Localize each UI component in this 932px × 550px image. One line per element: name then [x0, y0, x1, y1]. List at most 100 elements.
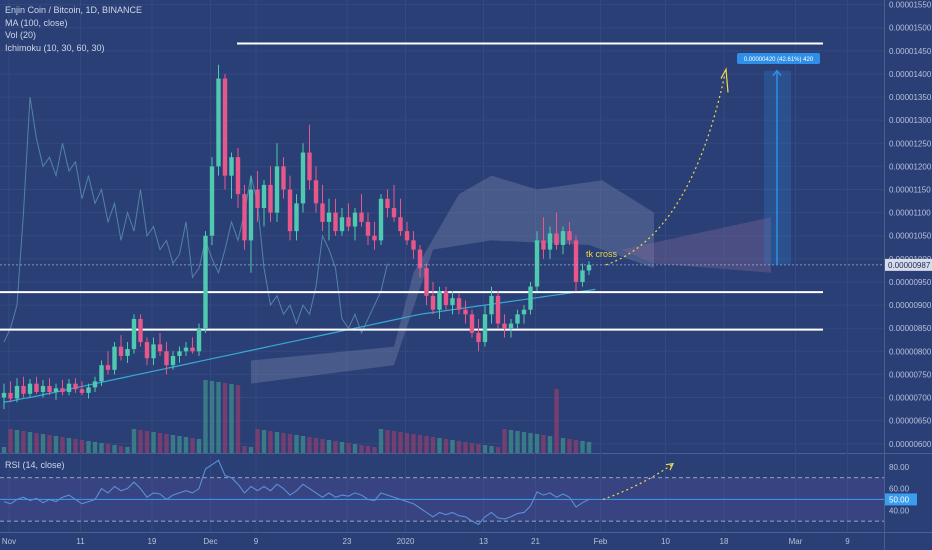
measure-label-box [737, 53, 820, 64]
volume-bar [307, 437, 312, 453]
time-tick-label: Mar [789, 537, 803, 546]
rsi-current-badge [885, 493, 917, 506]
indicator-legend: Enjin Coin / Bitcoin, 1D, BINANCE MA (10… [5, 4, 142, 54]
volume-bar [294, 435, 299, 453]
volume-bar [313, 438, 319, 453]
candle-body [359, 212, 364, 222]
candle-body [307, 152, 312, 181]
volume-bar [372, 447, 377, 453]
candle-body [333, 212, 338, 232]
candle-body [170, 355, 176, 366]
candle-body [521, 309, 527, 315]
price-tick-label: 0.00001300 [889, 116, 932, 125]
candle-body [79, 389, 85, 393]
rsi-projection-arrowhead [665, 462, 675, 471]
time-tick-label: 11 [76, 537, 85, 546]
ma-legend[interactable]: MA (100, close) [5, 17, 68, 28]
candle-body [60, 388, 65, 392]
volume-bar [469, 443, 475, 453]
volume-bar [528, 433, 533, 453]
candle-body [8, 392, 13, 399]
rsi-tick-label: 60.00 [889, 485, 910, 494]
volume-bar [359, 445, 364, 453]
time-tick-label: 9 [254, 537, 259, 546]
price-tick-label: 0.00001100 [889, 209, 931, 218]
price-tick-label: 0.00001250 [889, 139, 932, 148]
volume-bar [235, 385, 241, 453]
time-tick-label: 18 [720, 537, 729, 546]
volume-bar [398, 432, 403, 453]
candle-body [34, 383, 39, 392]
candle-body [365, 221, 371, 236]
candle-body [320, 203, 325, 222]
candle-body [177, 351, 182, 356]
volume-bar [177, 436, 182, 453]
volume-bar [346, 443, 351, 453]
volume-bar [248, 447, 254, 453]
rsi-legend[interactable]: RSI (14, close) [5, 460, 65, 470]
candle-body [131, 318, 137, 349]
candle-body [274, 166, 280, 213]
candle-body [151, 344, 156, 359]
candle-body [112, 346, 117, 370]
candle-body [73, 383, 78, 390]
candle-body [125, 348, 130, 356]
candle-body [27, 383, 33, 394]
candle-body [547, 233, 553, 250]
volume-bar [1, 447, 7, 453]
candle-body [66, 383, 72, 392]
volume-bar [60, 437, 65, 453]
candle-body [554, 233, 559, 245]
candle-body [456, 298, 462, 310]
candle-body [463, 309, 468, 315]
volume-bar [339, 442, 345, 453]
volume-bar [203, 380, 208, 453]
volume-bar [326, 440, 332, 453]
candle-body [40, 385, 46, 392]
volume-bar [476, 444, 481, 453]
volume-bar [274, 432, 280, 453]
candle-body [567, 231, 572, 241]
price-tick-label: 0.00000800 [889, 347, 932, 356]
time-tick-label: 21 [531, 537, 540, 546]
candle-body [248, 189, 254, 241]
ichimoku-legend[interactable]: Ichimoku (10, 30, 60, 30) [5, 42, 105, 53]
volume-bar [573, 440, 579, 453]
candle-body [586, 264, 592, 271]
time-tick-label: 2020 [397, 537, 415, 546]
volume-bar [190, 438, 195, 453]
volume-bar [170, 435, 176, 453]
volume-bar [521, 432, 527, 453]
candle-body [281, 166, 286, 190]
candle-body [118, 346, 124, 356]
volume-bar [404, 433, 410, 453]
symbol-title[interactable]: Enjin Coin / Bitcoin, 1D, BINANCE [5, 5, 143, 15]
volume-bar [8, 429, 13, 453]
volume-bar [209, 381, 215, 453]
candle-body [352, 212, 358, 227]
volume-bar [66, 438, 72, 453]
candle-body [476, 332, 481, 343]
price-tick-label: 0.00001450 [889, 47, 932, 56]
vol-legend[interactable]: Vol (20) [5, 30, 37, 40]
last-price-label: 0.00000987 [888, 261, 931, 270]
volume-bar [300, 436, 306, 453]
volume-bar [534, 434, 540, 453]
volume-bar [131, 429, 137, 453]
volume-bar [255, 429, 260, 453]
volume-bar [378, 429, 384, 453]
candle-body [47, 385, 52, 392]
candle-body [417, 249, 423, 269]
volume-bar [151, 432, 156, 453]
volume-bar [21, 431, 26, 453]
volume-bar [424, 436, 429, 453]
candle-body [398, 217, 403, 232]
candle-body [99, 365, 104, 382]
last-price-badge [885, 258, 932, 271]
price-tick-label: 0.00001200 [889, 162, 932, 171]
price-tick-label: 0.00000700 [889, 394, 932, 403]
price-tick-label: 0.00000850 [889, 324, 932, 333]
